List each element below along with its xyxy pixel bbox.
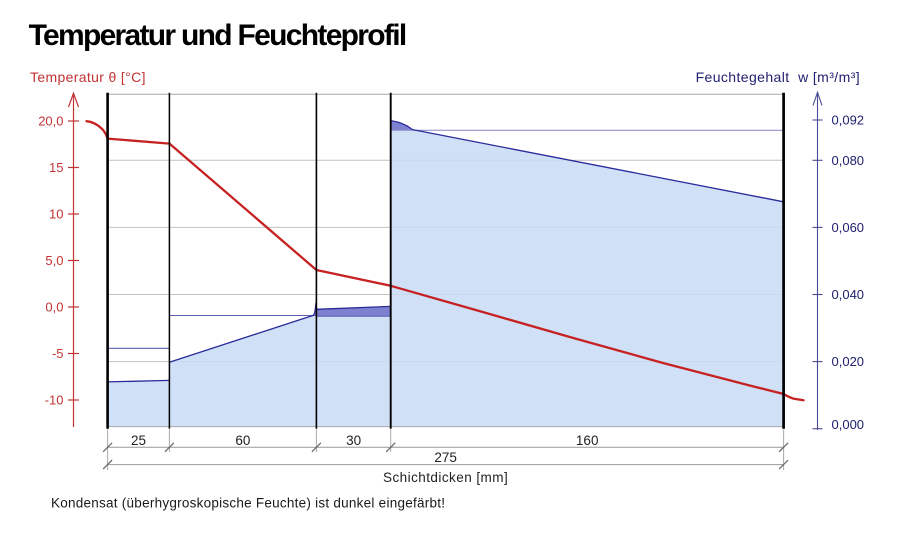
svg-text:-10: -10 [45, 393, 64, 408]
svg-text:30: 30 [346, 433, 361, 448]
svg-text:0,040: 0,040 [832, 287, 865, 302]
svg-text:Feuchtegehalt w [m³/m³]: Feuchtegehalt w [m³/m³] [696, 69, 860, 85]
svg-text:Temperatur und Feuchteprofil: Temperatur und Feuchteprofil [29, 19, 406, 52]
svg-text:60: 60 [235, 433, 250, 448]
svg-text:0,0: 0,0 [45, 300, 63, 315]
svg-text:0,020: 0,020 [832, 354, 865, 369]
svg-text:0,060: 0,060 [832, 220, 865, 235]
svg-text:-5: -5 [52, 346, 64, 361]
svg-text:5,0: 5,0 [45, 253, 63, 268]
svg-text:Kondensat (überhygroskopische: Kondensat (überhygroskopische Feuchte) i… [51, 496, 445, 511]
svg-text:275: 275 [434, 450, 457, 465]
svg-text:Schichtdicken [mm]: Schichtdicken [mm] [383, 470, 508, 485]
svg-text:10: 10 [49, 207, 63, 222]
svg-text:0,092: 0,092 [832, 113, 865, 128]
svg-text:Temperatur θ [°C]: Temperatur θ [°C] [30, 69, 146, 85]
svg-text:25: 25 [131, 433, 146, 448]
svg-text:20,0: 20,0 [38, 114, 63, 129]
svg-text:0,000: 0,000 [832, 417, 865, 432]
svg-text:160: 160 [576, 433, 599, 448]
svg-text:0,080: 0,080 [832, 153, 865, 168]
svg-text:15: 15 [49, 160, 63, 175]
